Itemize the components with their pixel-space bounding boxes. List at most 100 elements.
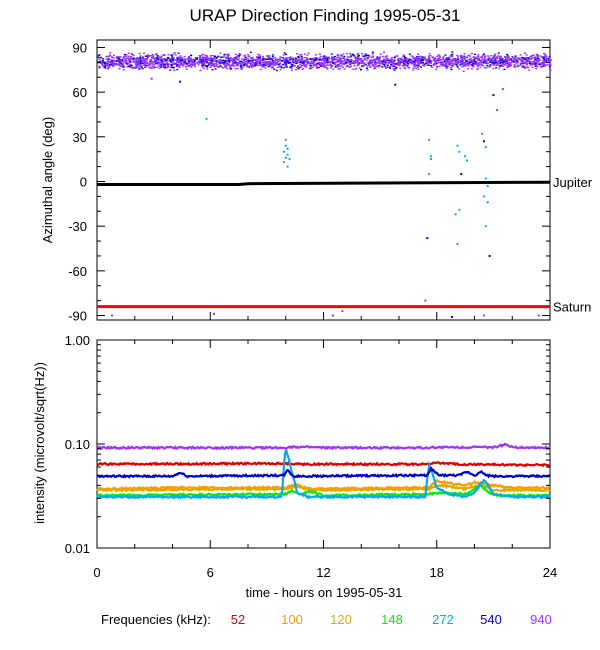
band-point — [254, 58, 257, 61]
band-point — [413, 66, 416, 68]
band-point — [102, 66, 105, 68]
band-point — [130, 64, 133, 67]
time-tick-label: 24 — [543, 565, 557, 580]
band-point — [521, 61, 524, 64]
band-point — [441, 58, 444, 61]
band-point — [215, 60, 218, 62]
band-point — [138, 52, 141, 55]
band-point — [238, 55, 241, 57]
band-point — [285, 65, 288, 67]
scatter-point — [286, 147, 289, 150]
band-point — [446, 66, 449, 68]
band-point — [217, 66, 220, 68]
band-point — [473, 59, 476, 61]
band-point — [535, 65, 538, 67]
band-point — [276, 66, 279, 68]
band-point — [154, 58, 157, 60]
band-point — [283, 66, 286, 69]
band-point — [303, 61, 306, 63]
band-point — [517, 57, 520, 59]
band-point — [170, 63, 173, 66]
band-point — [424, 58, 426, 60]
band-point — [341, 66, 344, 68]
band-point — [391, 62, 394, 64]
band-point — [177, 60, 180, 63]
band-point — [486, 64, 489, 67]
band-point — [252, 58, 255, 61]
band-point — [294, 65, 296, 67]
band-point — [285, 59, 288, 61]
band-point — [500, 59, 503, 62]
band-point — [250, 61, 253, 63]
band-point — [271, 58, 274, 60]
band-point — [453, 63, 456, 65]
band-point — [213, 63, 216, 65]
band-point — [445, 57, 448, 60]
band-point — [263, 59, 266, 61]
band-point — [109, 62, 112, 64]
band-point — [150, 63, 152, 65]
band-point — [239, 54, 242, 56]
band-point — [386, 58, 389, 60]
band-point — [118, 63, 121, 65]
band-point — [155, 66, 158, 68]
band-point — [188, 58, 191, 60]
band-point — [204, 61, 207, 63]
time-tick-label: 12 — [316, 565, 330, 580]
band-point — [151, 53, 154, 56]
band-point — [129, 61, 132, 63]
band-point — [443, 64, 446, 66]
band-point — [247, 60, 250, 63]
band-point — [370, 62, 373, 64]
band-point — [437, 54, 440, 57]
band-point — [359, 57, 362, 60]
band-point — [547, 57, 549, 59]
band-point — [484, 58, 487, 60]
band-point — [163, 54, 166, 56]
band-point — [393, 65, 396, 68]
band-point — [166, 62, 169, 64]
scatter-point — [492, 94, 495, 97]
band-point — [419, 62, 422, 65]
band-point — [232, 64, 235, 66]
band-point — [474, 61, 477, 63]
band-point — [172, 60, 175, 63]
band-point — [187, 65, 190, 67]
band-point — [323, 66, 325, 68]
band-point — [147, 62, 150, 65]
band-point — [396, 61, 399, 64]
band-point — [400, 61, 403, 63]
band-point — [389, 66, 392, 68]
band-point — [289, 62, 292, 65]
band-point — [233, 59, 235, 62]
band-point — [337, 60, 340, 62]
band-point — [233, 57, 236, 59]
band-point — [334, 66, 337, 68]
band-point — [285, 66, 288, 68]
series-line-940khz — [96, 442, 551, 451]
band-point — [243, 64, 246, 66]
band-point — [361, 53, 363, 55]
band-point — [202, 64, 205, 66]
band-point — [447, 58, 450, 60]
band-point — [214, 68, 217, 70]
band-point — [385, 61, 388, 63]
band-point — [404, 57, 406, 59]
band-point — [266, 57, 269, 60]
band-point — [506, 66, 509, 68]
band-point — [310, 64, 313, 67]
band-point — [356, 60, 359, 62]
band-point — [423, 63, 426, 66]
band-point — [365, 59, 368, 61]
band-point — [129, 60, 131, 62]
band-point — [544, 53, 547, 56]
band-point — [270, 64, 273, 66]
band-point — [549, 68, 551, 71]
band-point — [363, 57, 366, 59]
band-point — [485, 60, 488, 62]
scatter-point — [450, 316, 453, 318]
band-point — [235, 57, 238, 59]
band-point — [408, 58, 411, 60]
band-point — [332, 61, 334, 64]
band-point — [533, 62, 536, 64]
